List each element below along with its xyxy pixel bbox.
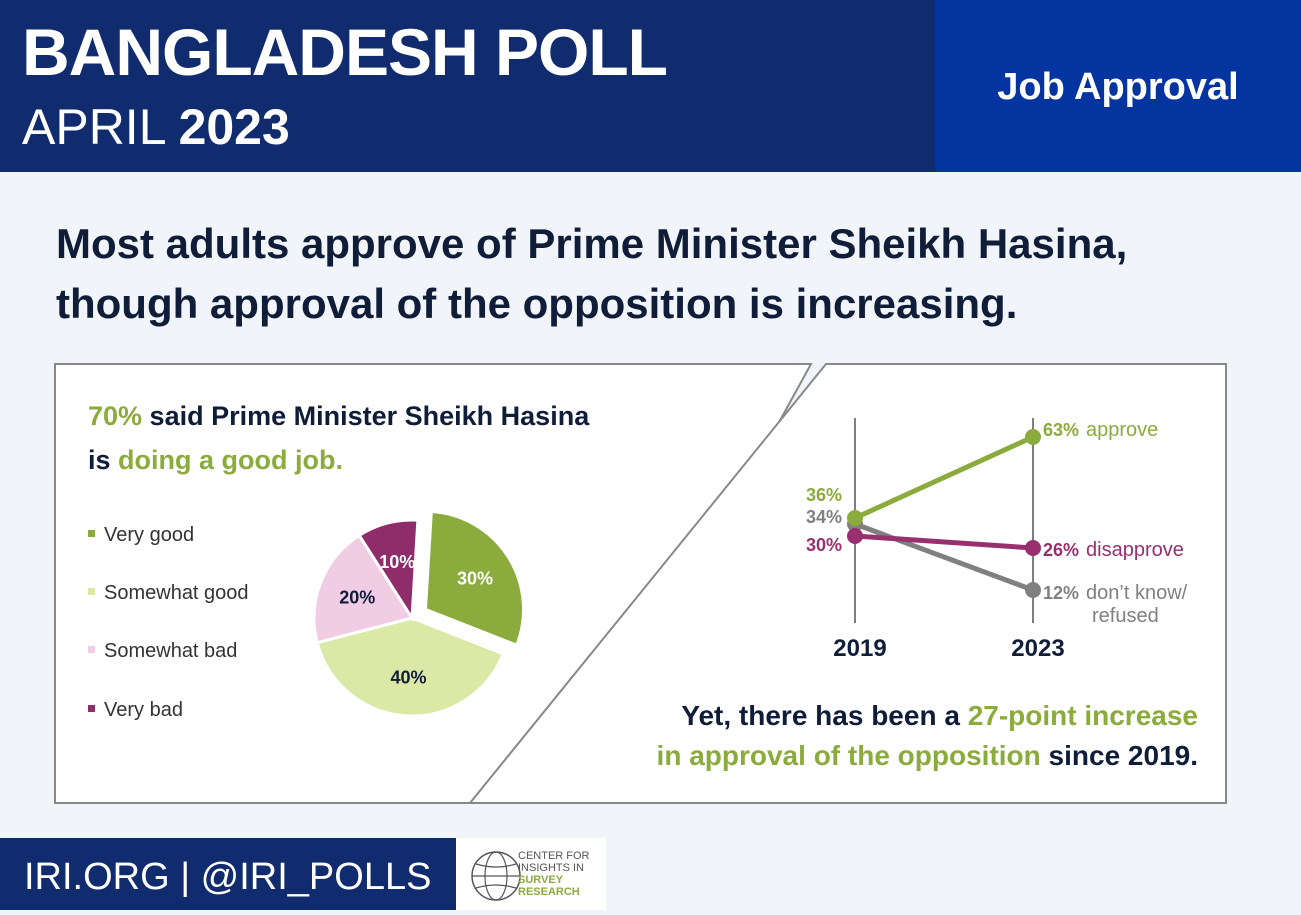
headline-line-1: Most adults approve of Prime Minister Sh… <box>56 220 1128 267</box>
trend-text-2: since 2019. <box>1040 740 1198 771</box>
caption-stat: 70% <box>88 401 143 431</box>
series-line <box>854 521 1034 593</box>
poll-year: 2023 <box>178 99 290 155</box>
legend-label: Somewhat good <box>104 582 249 604</box>
logo-line-1: CENTER FOR <box>518 850 590 862</box>
end-label: 26% disapprove <box>1043 539 1184 561</box>
pie-slice-label: 40% <box>390 668 426 688</box>
headline-line-2: though approval of the opposition is inc… <box>56 280 1018 327</box>
data-point <box>1025 582 1041 598</box>
series-line <box>854 533 1034 551</box>
right-panel-frame <box>467 363 1227 804</box>
series-line <box>853 434 1035 521</box>
legend-label: Somewhat bad <box>104 640 238 662</box>
pie-slice-very-good <box>423 509 525 648</box>
pie-slice-very-bad <box>357 518 420 623</box>
logo-line-2: INSIGHTS IN <box>518 862 585 874</box>
poll-title: BANGLADESH POLL <box>22 15 668 89</box>
pie-slice-somewhat-bad <box>312 533 415 645</box>
pie-slice-somewhat-good <box>315 616 506 718</box>
legend-swatch <box>88 646 95 654</box>
legend-item-very-bad: Very bad <box>88 699 183 722</box>
x-tick-label: 2023 <box>1011 635 1064 662</box>
caption-highlight: doing a good job. <box>118 445 343 475</box>
caption-text-1: said Prime Minister Sheikh Hasina <box>142 401 590 431</box>
footer-links: IRI.ORG | @IRI_POLLS <box>24 856 432 898</box>
data-label: 36% <box>806 485 842 505</box>
cisr-logo <box>456 838 606 910</box>
legend-label: Very good <box>104 524 195 546</box>
legend-item-somewhat-bad: Somewhat bad <box>88 640 237 663</box>
trend-text-1: Yet, there has been a <box>681 700 968 731</box>
header-banner <box>0 0 935 172</box>
logo-text: CENTER FOR INSIGHTS IN SURVEY RESEARCH <box>518 850 590 898</box>
header-topic-banner <box>935 0 1301 172</box>
data-point <box>1025 429 1041 445</box>
pie-slice-label: 30% <box>457 569 493 589</box>
legend-swatch <box>88 588 95 596</box>
legend-swatch <box>88 530 95 538</box>
pie-caption: 70% said Prime Minister Sheikh Hasina is… <box>88 394 728 482</box>
legend-swatch <box>88 705 95 713</box>
data-point <box>1025 540 1041 556</box>
data-point <box>847 528 863 544</box>
data-label: 34% <box>806 507 842 527</box>
x-tick-label: 2019 <box>833 635 886 662</box>
trend-highlight-2: in approval of the opposition <box>656 740 1041 771</box>
headline: Most adults approve of Prime Minister Sh… <box>56 214 1276 334</box>
legend-label: Very bad <box>104 699 183 721</box>
trend-caption: Yet, there has been a 27-point increase … <box>560 696 1198 776</box>
end-label-continued: refused <box>1092 605 1159 627</box>
logo-line-3: SURVEY <box>518 874 564 886</box>
data-label: 30% <box>806 535 842 555</box>
logo-line-4: RESEARCH <box>518 886 580 898</box>
end-label: 63% approve <box>1043 419 1158 441</box>
poll-month: APRIL <box>22 99 165 155</box>
poll-date: APRIL 2023 <box>22 98 290 156</box>
pie-slice-label: 10% <box>379 552 415 572</box>
legend-item-very-good: Very good <box>88 524 194 547</box>
footer-bar <box>0 838 456 910</box>
trend-highlight-1: 27-point increase <box>967 700 1198 731</box>
topic-title: Job Approval <box>997 66 1239 108</box>
pie-slice-label: 20% <box>339 588 375 608</box>
data-point <box>847 510 863 526</box>
end-label: 12% don’t know/ <box>1043 582 1188 604</box>
legend-item-somewhat-good: Somewhat good <box>88 582 249 605</box>
caption-text-2: is <box>88 445 119 475</box>
globe-icon <box>471 851 521 901</box>
